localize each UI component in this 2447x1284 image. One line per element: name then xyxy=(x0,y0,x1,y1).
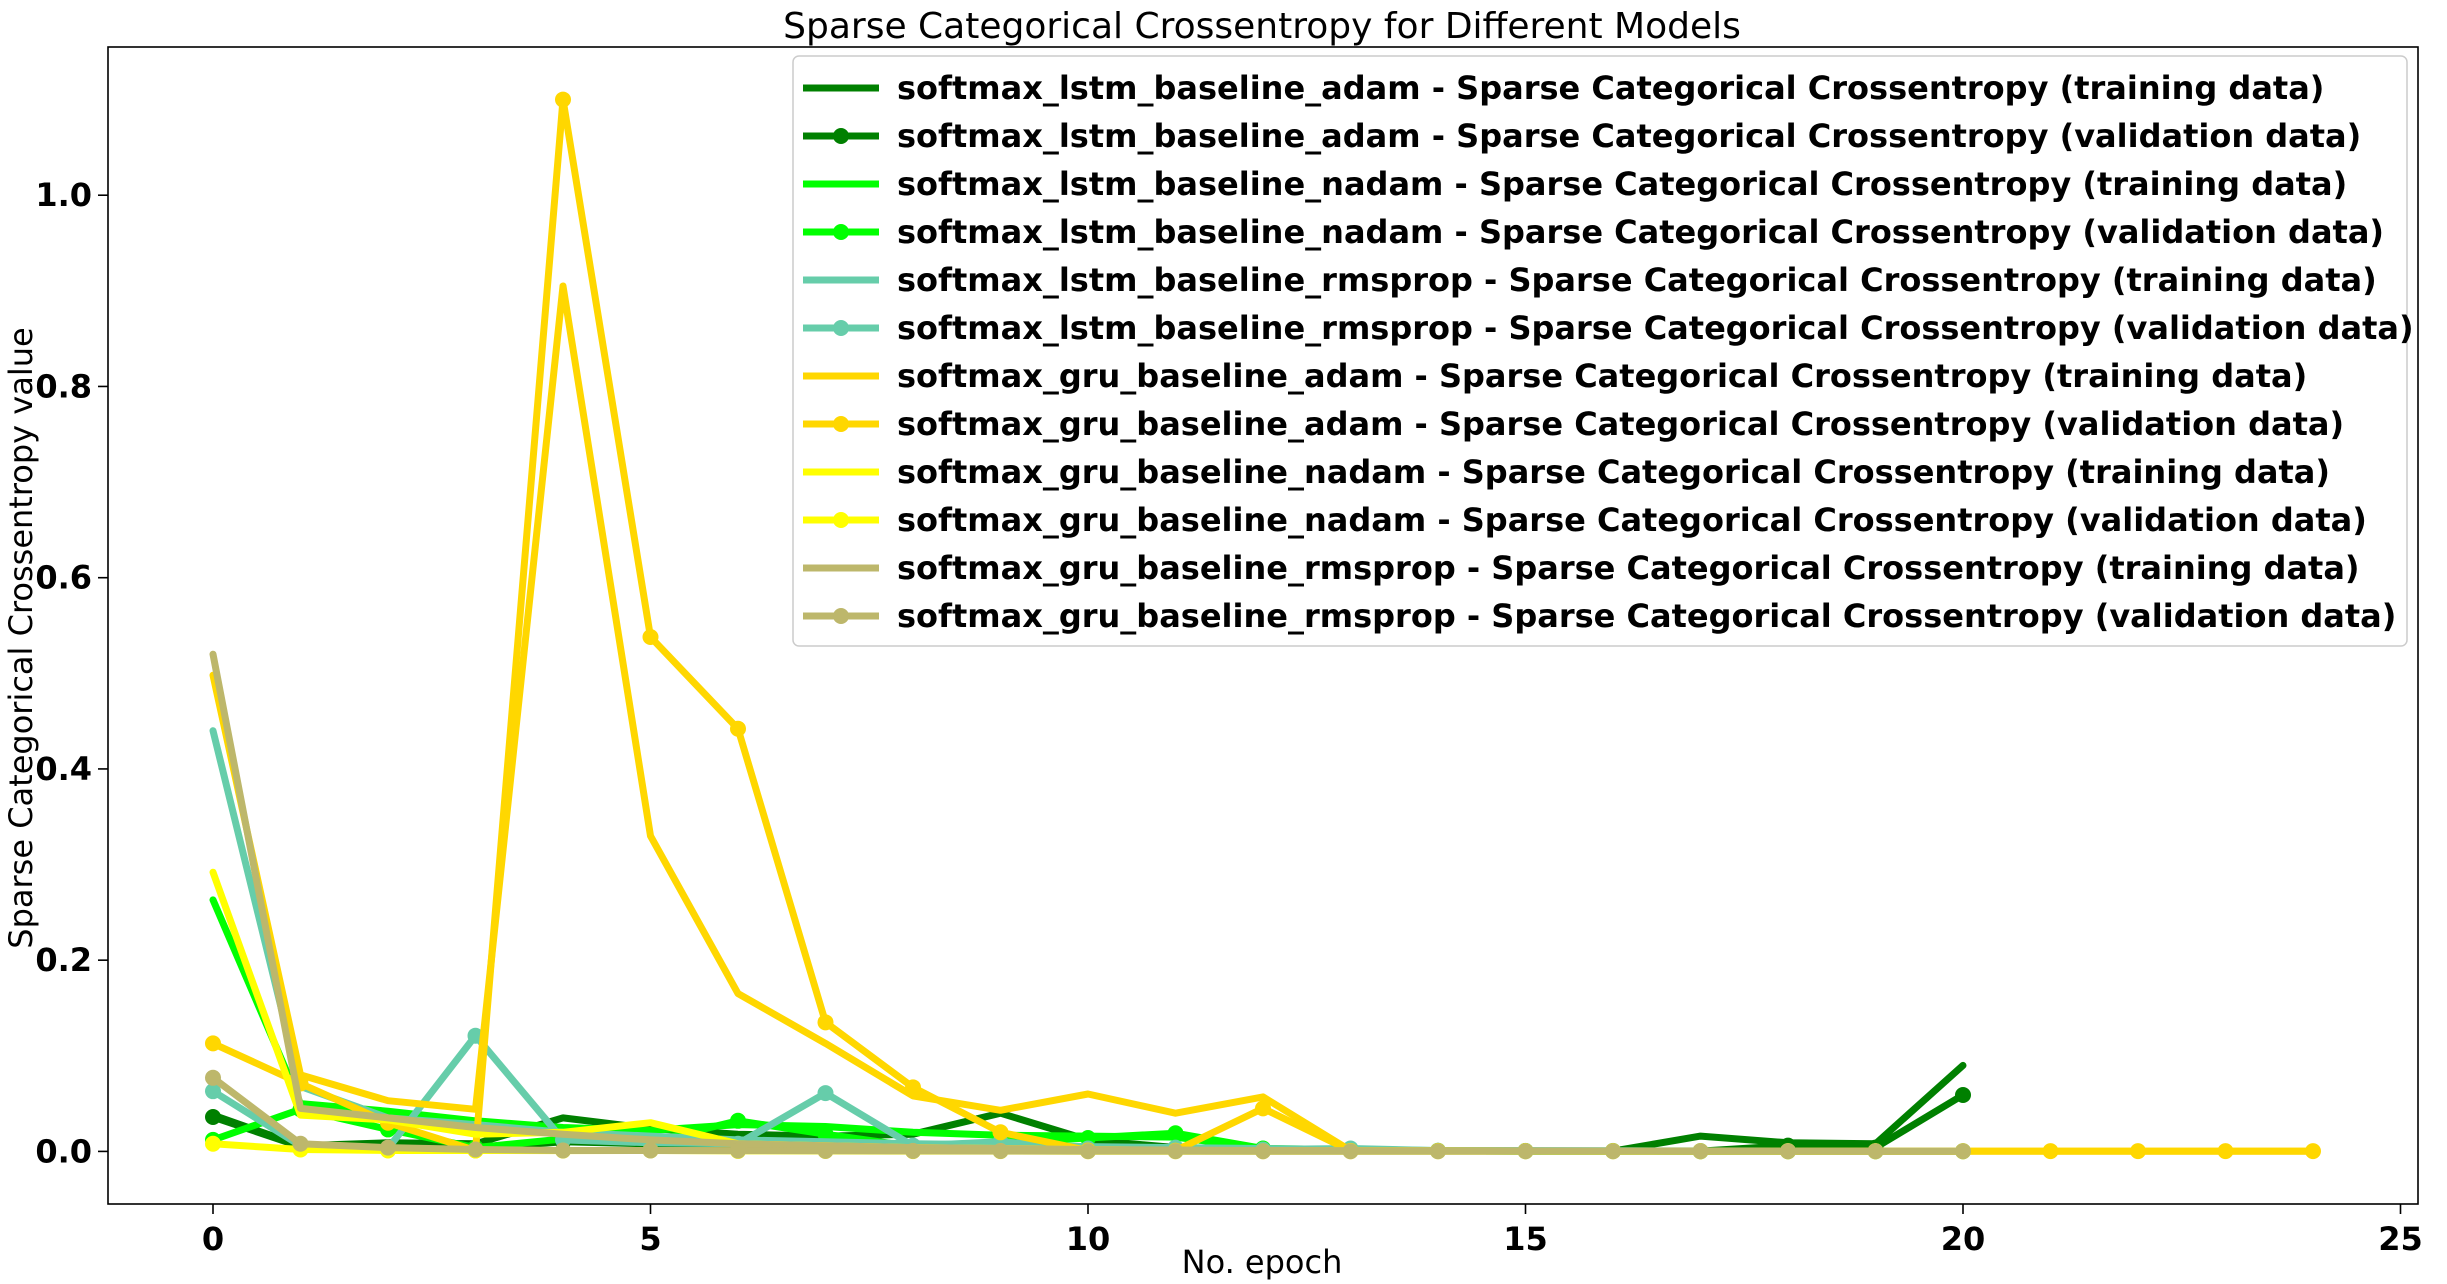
y-tick-label: 1.0 xyxy=(35,176,92,214)
data-point xyxy=(2217,1143,2234,1160)
y-tick-label: 0.6 xyxy=(35,559,92,597)
legend-label: softmax_gru_baseline_adam - Sparse Categ… xyxy=(897,405,2344,443)
data-point xyxy=(1342,1143,1359,1160)
legend-marker xyxy=(833,608,849,624)
legend-marker xyxy=(833,320,849,336)
data-point xyxy=(817,1085,834,1102)
data-point xyxy=(1955,1086,1971,1103)
legend-box xyxy=(792,55,2408,647)
data-point xyxy=(905,1142,921,1159)
x-tick-label: 5 xyxy=(639,1220,661,1258)
data-point xyxy=(905,1079,921,1096)
data-point xyxy=(292,1135,309,1152)
legend-item: softmax_lstm_baseline_adam - Sparse Cate… xyxy=(803,117,2361,155)
legend-label: softmax_lstm_baseline_rmsprop - Sparse C… xyxy=(897,309,2414,347)
legend-item: softmax_gru_baseline_adam - Sparse Categ… xyxy=(803,357,2307,395)
data-point xyxy=(642,628,659,645)
legend-label: softmax_lstm_baseline_nadam - Sparse Cat… xyxy=(897,213,2384,251)
data-point xyxy=(1955,1143,1971,1160)
legend-item: softmax_gru_baseline_nadam - Sparse Cate… xyxy=(803,453,2330,491)
legend-marker xyxy=(833,224,849,240)
data-point xyxy=(1780,1143,1796,1160)
data-point xyxy=(2130,1143,2146,1160)
data-point xyxy=(1255,1143,1271,1160)
data-point xyxy=(817,1014,834,1031)
data-point xyxy=(992,1124,1009,1141)
data-point xyxy=(467,1141,484,1158)
data-point xyxy=(817,1126,834,1143)
data-point xyxy=(2305,1143,2321,1160)
data-point xyxy=(1255,1100,1271,1117)
data-point xyxy=(1605,1143,1621,1160)
data-point xyxy=(1867,1143,1884,1160)
y-axis-label: Sparse Categorical Crossentropy value xyxy=(2,327,40,948)
legend-item: softmax_lstm_baseline_nadam - Sparse Cat… xyxy=(803,213,2384,251)
legend-item: softmax_lstm_baseline_rmsprop - Sparse C… xyxy=(803,261,2377,299)
legend-label: softmax_gru_baseline_nadam - Sparse Cate… xyxy=(897,501,2367,539)
legend-label: softmax_gru_baseline_rmsprop - Sparse Ca… xyxy=(897,597,2396,635)
legend-item: softmax_lstm_baseline_rmsprop - Sparse C… xyxy=(803,309,2414,347)
legend-item: softmax_gru_baseline_nadam - Sparse Cate… xyxy=(803,501,2367,539)
legend-label: softmax_lstm_baseline_adam - Sparse Cate… xyxy=(897,117,2361,155)
data-point xyxy=(730,1112,746,1129)
data-point xyxy=(730,1142,746,1159)
legend-item: softmax_lstm_baseline_adam - Sparse Cate… xyxy=(803,69,2324,107)
legend-label: softmax_lstm_baseline_adam - Sparse Cate… xyxy=(897,69,2324,107)
legend: softmax_lstm_baseline_adam - Sparse Cate… xyxy=(792,55,2414,647)
data-point xyxy=(205,1083,221,1100)
legend-label: softmax_lstm_baseline_rmsprop - Sparse C… xyxy=(897,261,2377,299)
data-point xyxy=(205,1035,221,1052)
plot-area-frame xyxy=(107,46,2419,1205)
data-point xyxy=(555,91,571,108)
legend-item: softmax_gru_baseline_adam - Sparse Categ… xyxy=(803,405,2344,443)
axis-ticks: 0 5 10 15 20 25 0.0 0.2 0.4 0.6 0.8 1.0 xyxy=(35,176,2422,1258)
x-tick-label: 25 xyxy=(2378,1220,2423,1258)
y-tick-label: 0.0 xyxy=(35,1132,92,1170)
legend-label: softmax_gru_baseline_adam - Sparse Categ… xyxy=(897,357,2307,395)
legend-marker xyxy=(833,416,849,432)
data-point xyxy=(555,1142,571,1159)
legend-label: softmax_lstm_baseline_nadam - Sparse Cat… xyxy=(897,165,2347,203)
data-point xyxy=(1430,1143,1446,1160)
data-point xyxy=(1167,1125,1184,1142)
x-tick-label: 10 xyxy=(1066,1220,1111,1258)
legend-item: softmax_gru_baseline_rmsprop - Sparse Ca… xyxy=(803,597,2396,635)
x-tick-label: 20 xyxy=(1941,1220,1986,1258)
data-point xyxy=(1167,1143,1184,1160)
legend-marker xyxy=(833,512,849,528)
legend-item: softmax_gru_baseline_rmsprop - Sparse Ca… xyxy=(803,549,2360,587)
data-point xyxy=(817,1142,834,1159)
x-axis-label: No. epoch xyxy=(1182,1243,1343,1281)
data-point xyxy=(1080,1143,1096,1160)
legend-marker xyxy=(833,128,849,144)
y-tick-label: 0.4 xyxy=(35,750,92,788)
data-point xyxy=(730,720,746,737)
legend-label: softmax_gru_baseline_nadam - Sparse Cate… xyxy=(897,453,2330,491)
data-point xyxy=(1692,1143,1709,1160)
legend-item: softmax_lstm_baseline_nadam - Sparse Cat… xyxy=(803,165,2347,203)
chart-title: Sparse Categorical Crossentropy for Diff… xyxy=(783,6,1741,47)
data-point xyxy=(205,1135,221,1152)
data-point xyxy=(1517,1143,1534,1160)
data-point xyxy=(642,1142,659,1159)
plot-series xyxy=(205,91,2321,1160)
y-tick-label: 0.8 xyxy=(35,367,92,405)
data-point xyxy=(2042,1143,2059,1160)
legend-label: softmax_gru_baseline_rmsprop - Sparse Ca… xyxy=(897,549,2360,587)
series-11 xyxy=(205,1069,1971,1160)
data-point xyxy=(205,1108,221,1125)
y-tick-label: 0.2 xyxy=(35,941,92,979)
data-point xyxy=(992,1143,1009,1160)
data-point xyxy=(205,1069,221,1086)
x-tick-label: 15 xyxy=(1503,1220,1548,1258)
x-tick-label: 0 xyxy=(202,1220,224,1258)
data-point xyxy=(380,1139,396,1156)
